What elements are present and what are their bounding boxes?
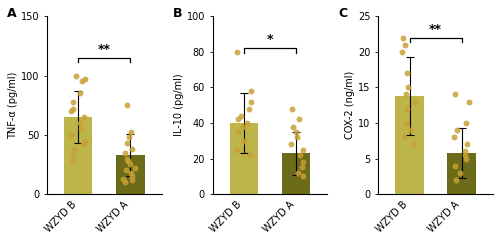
- Point: [296, 153, 304, 157]
- Bar: [396, 96, 424, 194]
- Point: [293, 135, 301, 139]
- Point: [399, 36, 407, 40]
- Point: [462, 153, 469, 157]
- Text: **: **: [429, 23, 442, 36]
- Bar: [448, 153, 476, 194]
- Point: [237, 114, 245, 118]
- Point: [244, 107, 252, 111]
- Point: [130, 166, 138, 170]
- Point: [72, 74, 80, 77]
- Point: [243, 121, 251, 125]
- Point: [123, 157, 131, 161]
- Point: [124, 159, 132, 163]
- Point: [404, 86, 412, 89]
- Point: [292, 130, 300, 134]
- Bar: [116, 155, 144, 194]
- Point: [128, 178, 136, 182]
- Point: [299, 160, 307, 164]
- Point: [123, 141, 131, 145]
- Point: [400, 135, 408, 139]
- Point: [403, 71, 411, 75]
- Text: C: C: [338, 7, 347, 20]
- Point: [240, 139, 248, 143]
- Bar: [230, 123, 258, 194]
- Point: [120, 151, 128, 154]
- Point: [123, 103, 131, 107]
- Point: [76, 121, 84, 125]
- Point: [466, 100, 473, 104]
- Point: [294, 171, 302, 175]
- Point: [411, 100, 419, 104]
- Point: [69, 153, 77, 157]
- Text: B: B: [172, 7, 182, 20]
- Point: [128, 147, 136, 151]
- Point: [126, 171, 134, 175]
- Point: [232, 148, 240, 152]
- Point: [76, 91, 84, 95]
- Point: [233, 50, 241, 54]
- Point: [410, 142, 418, 146]
- Point: [398, 50, 406, 54]
- Point: [66, 133, 74, 137]
- Point: [70, 147, 78, 151]
- Point: [298, 174, 306, 178]
- Point: [406, 128, 414, 132]
- Point: [300, 148, 308, 152]
- Point: [82, 139, 90, 143]
- Point: [81, 77, 89, 81]
- Point: [402, 121, 410, 125]
- Point: [239, 125, 247, 128]
- Text: **: **: [98, 43, 110, 56]
- Point: [126, 131, 134, 134]
- Point: [234, 117, 241, 121]
- Bar: [64, 117, 92, 194]
- Point: [80, 142, 88, 146]
- Point: [450, 135, 458, 139]
- Point: [69, 159, 77, 163]
- Point: [247, 89, 255, 93]
- Y-axis label: IL-10 (pg/ml): IL-10 (pg/ml): [174, 74, 184, 136]
- Point: [126, 162, 134, 166]
- Point: [451, 93, 459, 96]
- Point: [294, 117, 302, 121]
- Point: [401, 43, 409, 47]
- Text: A: A: [6, 7, 16, 20]
- Point: [80, 115, 88, 119]
- Point: [402, 93, 410, 96]
- Point: [404, 107, 411, 111]
- Point: [287, 142, 295, 146]
- Point: [289, 125, 297, 128]
- Point: [246, 153, 254, 157]
- Point: [128, 174, 136, 178]
- Point: [298, 166, 306, 169]
- Point: [451, 164, 459, 167]
- Y-axis label: TNF-α (pg/ml): TNF-α (pg/ml): [8, 72, 18, 139]
- Point: [247, 100, 255, 104]
- Point: [452, 178, 460, 182]
- Point: [122, 168, 130, 172]
- Point: [456, 171, 464, 175]
- Point: [125, 135, 133, 139]
- Point: [68, 107, 76, 111]
- Y-axis label: COX-2 (ng/ml): COX-2 (ng/ml): [346, 71, 356, 139]
- Point: [119, 177, 127, 181]
- Point: [78, 80, 86, 83]
- Point: [68, 100, 76, 104]
- Point: [462, 157, 470, 161]
- Point: [288, 107, 296, 111]
- Point: [78, 127, 86, 131]
- Point: [121, 180, 129, 184]
- Point: [462, 121, 470, 125]
- Point: [462, 142, 470, 146]
- Text: *: *: [266, 33, 273, 47]
- Point: [234, 130, 242, 134]
- Bar: [282, 153, 310, 194]
- Point: [453, 128, 461, 132]
- Point: [461, 149, 469, 153]
- Point: [67, 109, 75, 113]
